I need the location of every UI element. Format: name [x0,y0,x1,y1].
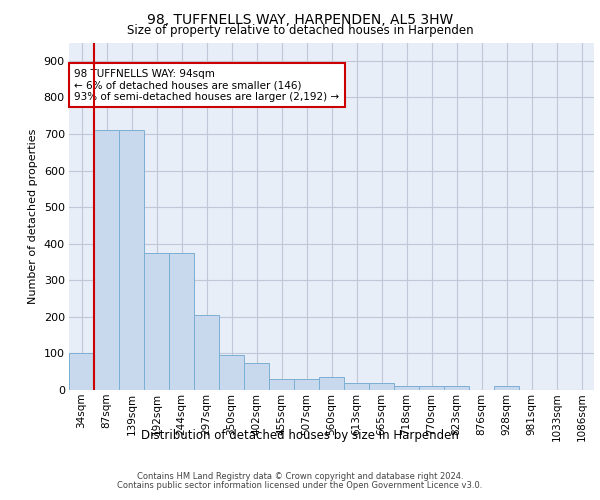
Text: Contains public sector information licensed under the Open Government Licence v3: Contains public sector information licen… [118,481,482,490]
Bar [319,377,344,390]
Bar [244,362,269,390]
Bar [94,130,119,390]
Bar [444,386,469,390]
Bar [294,379,319,390]
Bar [344,382,369,390]
Bar [144,253,169,390]
Bar [119,130,144,390]
Bar [69,354,94,390]
Text: Size of property relative to detached houses in Harpenden: Size of property relative to detached ho… [127,24,473,37]
Bar [169,253,194,390]
Bar [194,315,219,390]
Text: 98, TUFFNELLS WAY, HARPENDEN, AL5 3HW: 98, TUFFNELLS WAY, HARPENDEN, AL5 3HW [147,12,453,26]
Y-axis label: Number of detached properties: Number of detached properties [28,128,38,304]
Bar [494,386,519,390]
Bar [369,382,394,390]
Text: Contains HM Land Registry data © Crown copyright and database right 2024.: Contains HM Land Registry data © Crown c… [137,472,463,481]
Text: Distribution of detached houses by size in Harpenden: Distribution of detached houses by size … [141,430,459,442]
Bar [269,379,294,390]
Text: 98 TUFFNELLS WAY: 94sqm
← 6% of detached houses are smaller (146)
93% of semi-de: 98 TUFFNELLS WAY: 94sqm ← 6% of detached… [74,68,340,102]
Bar [394,386,419,390]
Bar [219,355,244,390]
Bar [419,386,444,390]
